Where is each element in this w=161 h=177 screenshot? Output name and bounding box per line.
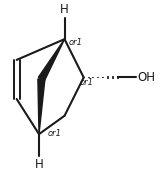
Text: or1: or1 (69, 38, 83, 47)
Text: or1: or1 (48, 129, 62, 138)
Text: or1: or1 (80, 78, 94, 87)
Polygon shape (38, 79, 45, 134)
Text: OH: OH (137, 71, 155, 84)
Text: H: H (35, 158, 43, 171)
Text: H: H (60, 4, 69, 16)
Polygon shape (38, 39, 65, 81)
